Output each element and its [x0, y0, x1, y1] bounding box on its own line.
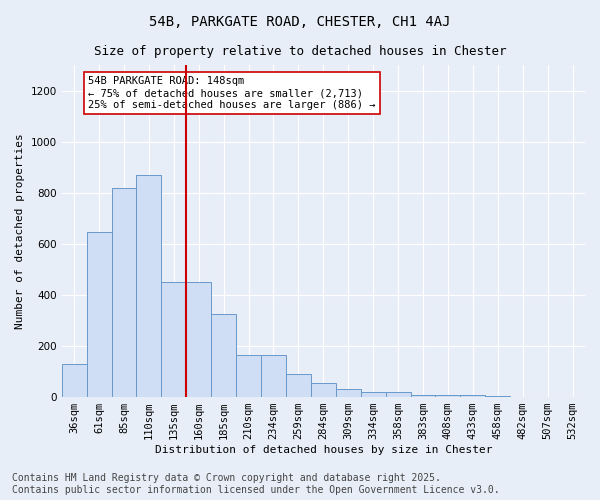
Bar [460, 394, 485, 397]
Bar [361, 392, 386, 397]
Bar [286, 374, 311, 397]
Bar [86, 232, 112, 397]
Bar [236, 355, 261, 397]
X-axis label: Distribution of detached houses by size in Chester: Distribution of detached houses by size … [155, 445, 492, 455]
Bar [136, 175, 161, 397]
Bar [311, 383, 336, 397]
Text: Contains HM Land Registry data © Crown copyright and database right 2025.
Contai: Contains HM Land Registry data © Crown c… [12, 474, 500, 495]
Bar [211, 314, 236, 397]
Bar [62, 364, 86, 397]
Bar [436, 394, 460, 397]
Bar [186, 282, 211, 397]
Bar [410, 394, 436, 397]
Bar [386, 392, 410, 397]
Text: Size of property relative to detached houses in Chester: Size of property relative to detached ho… [94, 45, 506, 58]
Bar [336, 390, 361, 397]
Bar [535, 396, 560, 397]
Bar [112, 188, 136, 397]
Bar [485, 396, 510, 397]
Y-axis label: Number of detached properties: Number of detached properties [15, 133, 25, 329]
Text: 54B, PARKGATE ROAD, CHESTER, CH1 4AJ: 54B, PARKGATE ROAD, CHESTER, CH1 4AJ [149, 15, 451, 29]
Bar [560, 396, 585, 397]
Bar [261, 355, 286, 397]
Bar [161, 282, 186, 397]
Bar [510, 396, 535, 397]
Text: 54B PARKGATE ROAD: 148sqm
← 75% of detached houses are smaller (2,713)
25% of se: 54B PARKGATE ROAD: 148sqm ← 75% of detac… [88, 76, 376, 110]
